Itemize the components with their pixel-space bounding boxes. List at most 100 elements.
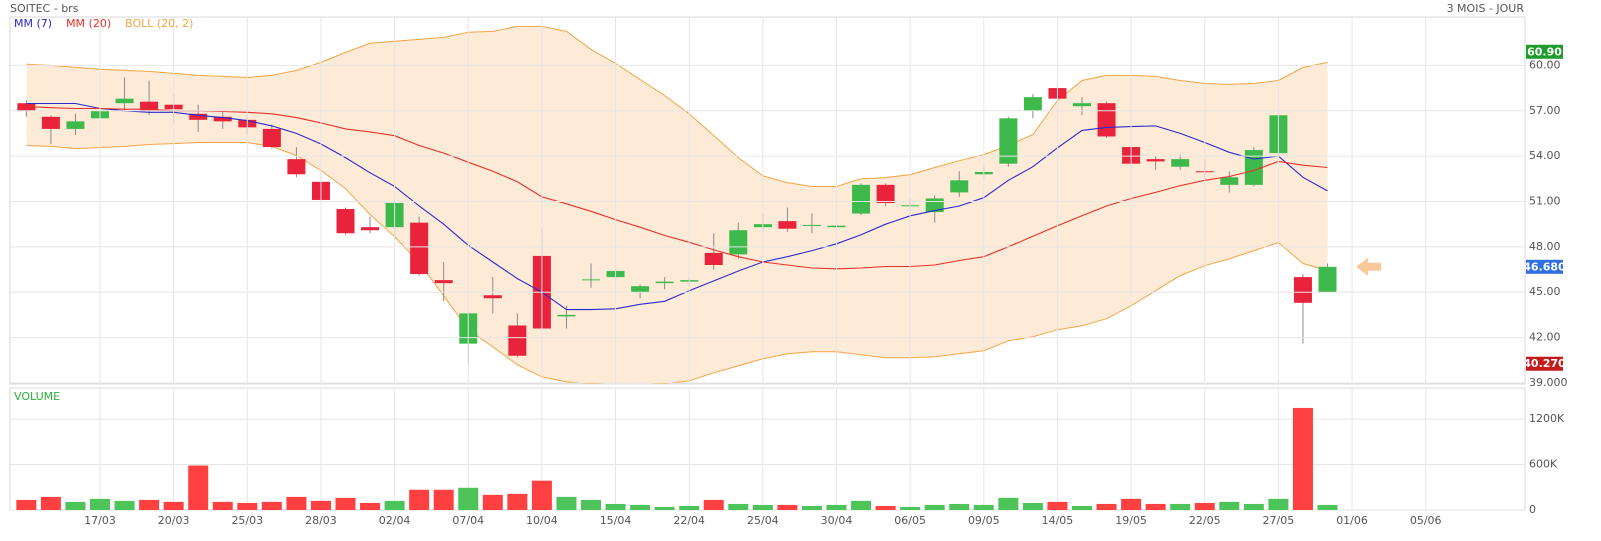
band-fill [26, 26, 1328, 384]
volume-bar [1292, 407, 1313, 510]
candle-body [999, 118, 1018, 164]
candle-body [704, 252, 723, 265]
volume-bar [703, 499, 724, 510]
candle-body [140, 101, 159, 111]
price-badge [1526, 356, 1563, 371]
x-tick-label: 17/03 [84, 514, 116, 527]
volume-bar [998, 497, 1019, 510]
volume-bar [826, 504, 847, 510]
volume-bar [630, 504, 651, 510]
candle-body [483, 295, 502, 299]
candle-body [1318, 266, 1337, 293]
volume-bar [261, 501, 282, 510]
volume-bar [752, 504, 773, 510]
price-badge [1526, 44, 1563, 59]
candle-body [1171, 159, 1190, 167]
x-tick-label: 10/04 [526, 514, 558, 527]
candle-body [852, 184, 871, 214]
y-tick-label: 57.00 [1529, 104, 1561, 117]
volume-bar [581, 499, 601, 510]
volume-bar [654, 506, 675, 510]
volume-bar [310, 500, 331, 510]
candle-body [287, 159, 306, 175]
candle-body [1146, 159, 1165, 162]
volume-bar [360, 502, 381, 510]
candle-body [434, 280, 453, 284]
volume-bar [1268, 498, 1289, 510]
volume-bar [728, 503, 749, 510]
volume-bar [1072, 505, 1092, 510]
band-lower [26, 142, 1328, 384]
volume-bar [1022, 502, 1043, 510]
price-badge [1526, 259, 1563, 274]
volume-tick-label: 1200K [1529, 412, 1565, 425]
y-tick-label: 54.00 [1529, 149, 1561, 162]
volume-tick-label: 600K [1529, 458, 1558, 471]
candle-body [17, 103, 36, 111]
x-tick-label: 15/04 [600, 514, 632, 527]
volume-bar [605, 503, 626, 510]
volume-bar [433, 489, 454, 510]
volume-bar [679, 505, 700, 510]
x-tick-label: 07/04 [452, 514, 484, 527]
last-arrow [1356, 257, 1381, 276]
x-tick-label: 14/05 [1042, 514, 1074, 527]
volume-bar [507, 493, 528, 510]
candle-body [925, 198, 944, 213]
volume-bar [335, 497, 356, 510]
volume-bar [237, 502, 258, 510]
volume-bar [1047, 501, 1068, 510]
volume-bar [90, 498, 110, 510]
volume-bar [114, 500, 135, 510]
volume-bar [286, 496, 307, 510]
volume-bar [409, 489, 430, 510]
candle-body [1244, 150, 1263, 185]
candle-body [1293, 277, 1312, 303]
volume-bar [40, 496, 61, 510]
x-tick-label: 22/04 [673, 514, 705, 527]
x-tick-label: 30/04 [821, 514, 853, 527]
volume-tick-label: 0 [1529, 503, 1536, 516]
price-badge-label: 40.270 [1523, 357, 1566, 370]
price-badge-label: 46.680 [1523, 260, 1566, 273]
volume-bar [973, 504, 994, 510]
legend-entry: MM (20) [66, 17, 111, 30]
volume-bar [1317, 504, 1338, 510]
legend-entry: MM (7) [14, 17, 52, 30]
candle-body [361, 227, 380, 231]
volume-title: VOLUME [14, 390, 60, 403]
candle-body [876, 184, 895, 203]
candle-body [66, 121, 85, 129]
volume-bar [875, 505, 896, 510]
ma-line [26, 102, 1328, 311]
x-tick-label: 25/04 [747, 514, 779, 527]
candle-body [582, 279, 600, 281]
x-tick-label: 25/03 [231, 514, 263, 527]
candle-body [508, 325, 527, 356]
candle-body [115, 98, 134, 104]
price-plot [17, 25, 1337, 384]
price-panel [9, 16, 1526, 385]
candle-body [410, 222, 429, 275]
candle-body [778, 221, 797, 229]
x-tick-label: 02/04 [379, 514, 411, 527]
legend-entry: BOLL (20, 2) [125, 17, 193, 30]
volume-bar [1194, 502, 1215, 510]
band-upper [26, 25, 1328, 187]
volume-bar [16, 499, 37, 510]
x-tick-label: 09/05 [968, 514, 1000, 527]
volume-bar [1170, 503, 1191, 510]
y-tick-label: 45.00 [1529, 285, 1561, 298]
volume-bar [212, 501, 233, 510]
volume-bar [851, 500, 872, 510]
volume-bar [139, 499, 160, 510]
x-tick-label: 19/05 [1115, 514, 1147, 527]
candle-body [802, 224, 821, 226]
volume-bar [458, 487, 479, 510]
candle-body [41, 116, 60, 129]
candle-body [262, 128, 281, 148]
candle-body [557, 314, 576, 317]
volume-bar [924, 504, 945, 510]
volume-bar [1219, 501, 1240, 510]
